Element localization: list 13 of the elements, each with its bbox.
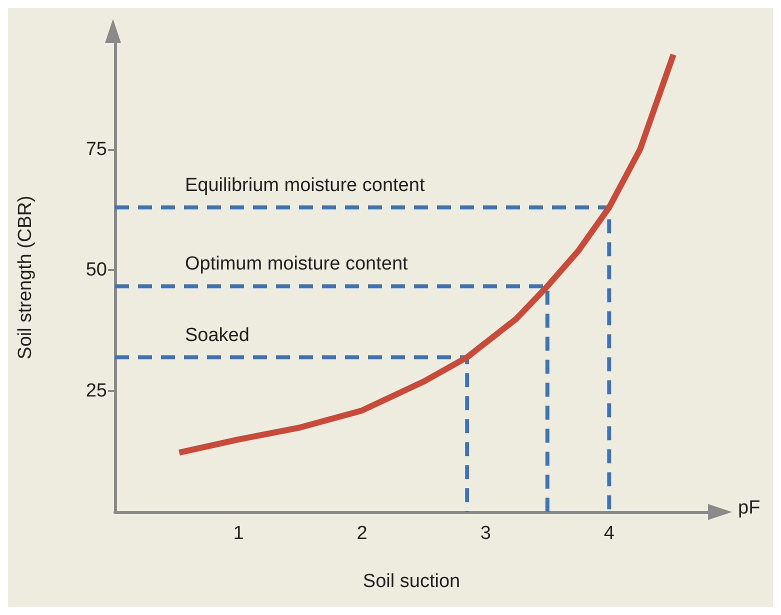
x-tick-label: 1: [233, 523, 244, 544]
text: pF: [738, 498, 760, 518]
series-label: Equilibrium moisture content: [185, 174, 426, 196]
x-axis-title: Soil suction: [362, 571, 460, 592]
x-tick-label: 3: [480, 523, 491, 544]
x-tick-label: 2: [356, 523, 368, 544]
y-tick-label: 75: [86, 138, 107, 160]
x-tick-label: 4: [604, 523, 615, 544]
series-label: Soaked: [185, 324, 250, 346]
y-tick-label: 50: [86, 260, 107, 281]
y-tick-label: 25: [86, 380, 107, 402]
y-axis-title: Soil strength (CBR): [15, 196, 36, 360]
series-label: Optimum moisture content: [185, 254, 409, 275]
